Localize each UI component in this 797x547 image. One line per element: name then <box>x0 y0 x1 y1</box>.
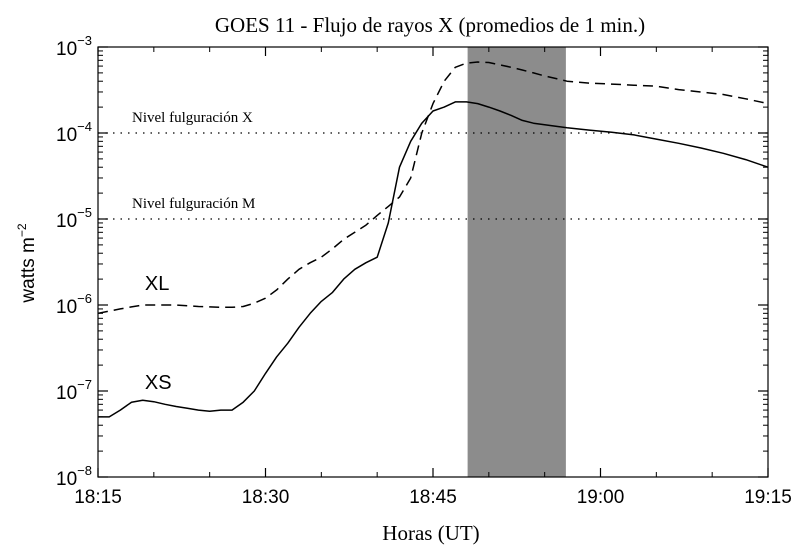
series-line-xs <box>98 101 769 418</box>
x-axis-label: Horas (UT) <box>382 521 479 545</box>
reference-line-label: Nivel fulguración M <box>132 196 255 212</box>
x-tick-label: 18:30 <box>242 487 290 508</box>
series-layer <box>97 61 769 418</box>
reference-line-label: Nivel fulguración X <box>132 110 253 126</box>
y-tick-exponent: −8 <box>77 463 92 478</box>
y-tick-base: 10 <box>56 383 77 404</box>
x-tick-label: 19:00 <box>577 487 625 508</box>
y-tick-label: 10−8 <box>56 463 92 490</box>
y-tick-label: 10−5 <box>56 205 92 232</box>
y-tick-labels: 10−810−710−610−510−410−3 <box>56 33 92 490</box>
y-axis-label-exponent: −2 <box>15 223 29 237</box>
series-label-xl: XL <box>145 273 169 295</box>
y-tick-exponent: −7 <box>77 377 92 392</box>
y-tick-exponent: −4 <box>77 119 92 134</box>
x-tick-label: 18:15 <box>74 487 122 508</box>
x-tick-label: 18:45 <box>409 487 457 508</box>
y-tick-label: 10−3 <box>56 33 92 60</box>
series-line-xl <box>97 61 769 315</box>
y-tick-exponent: −5 <box>77 205 92 220</box>
x-tick-label: 19:15 <box>744 487 792 508</box>
y-tick-base: 10 <box>56 297 77 318</box>
y-tick-label: 10−4 <box>56 119 92 146</box>
reference-lines: Nivel fulguración X Nivel fulguración M <box>98 110 768 220</box>
series-label-xs: XS <box>145 372 172 394</box>
y-tick-base: 10 <box>56 125 77 146</box>
y-tick-exponent: −6 <box>77 291 92 306</box>
y-tick-base: 10 <box>56 39 77 60</box>
y-tick-label: 10−6 <box>56 291 92 318</box>
chart-title: GOES 11 - Flujo de rayos X (promedios de… <box>215 13 645 37</box>
y-axis-label-main: watts m <box>18 237 39 303</box>
y-tick-exponent: −3 <box>77 33 92 48</box>
y-tick-base: 10 <box>56 469 77 490</box>
y-tick-label: 10−7 <box>56 377 92 404</box>
shaded-time-region <box>467 47 566 477</box>
y-axis-label: watts m−2 <box>15 223 39 303</box>
x-tick-labels: 18:15 18:30 18:45 19:00 19:15 <box>74 487 792 508</box>
axis-ticks <box>97 46 769 478</box>
y-tick-base: 10 <box>56 211 77 232</box>
